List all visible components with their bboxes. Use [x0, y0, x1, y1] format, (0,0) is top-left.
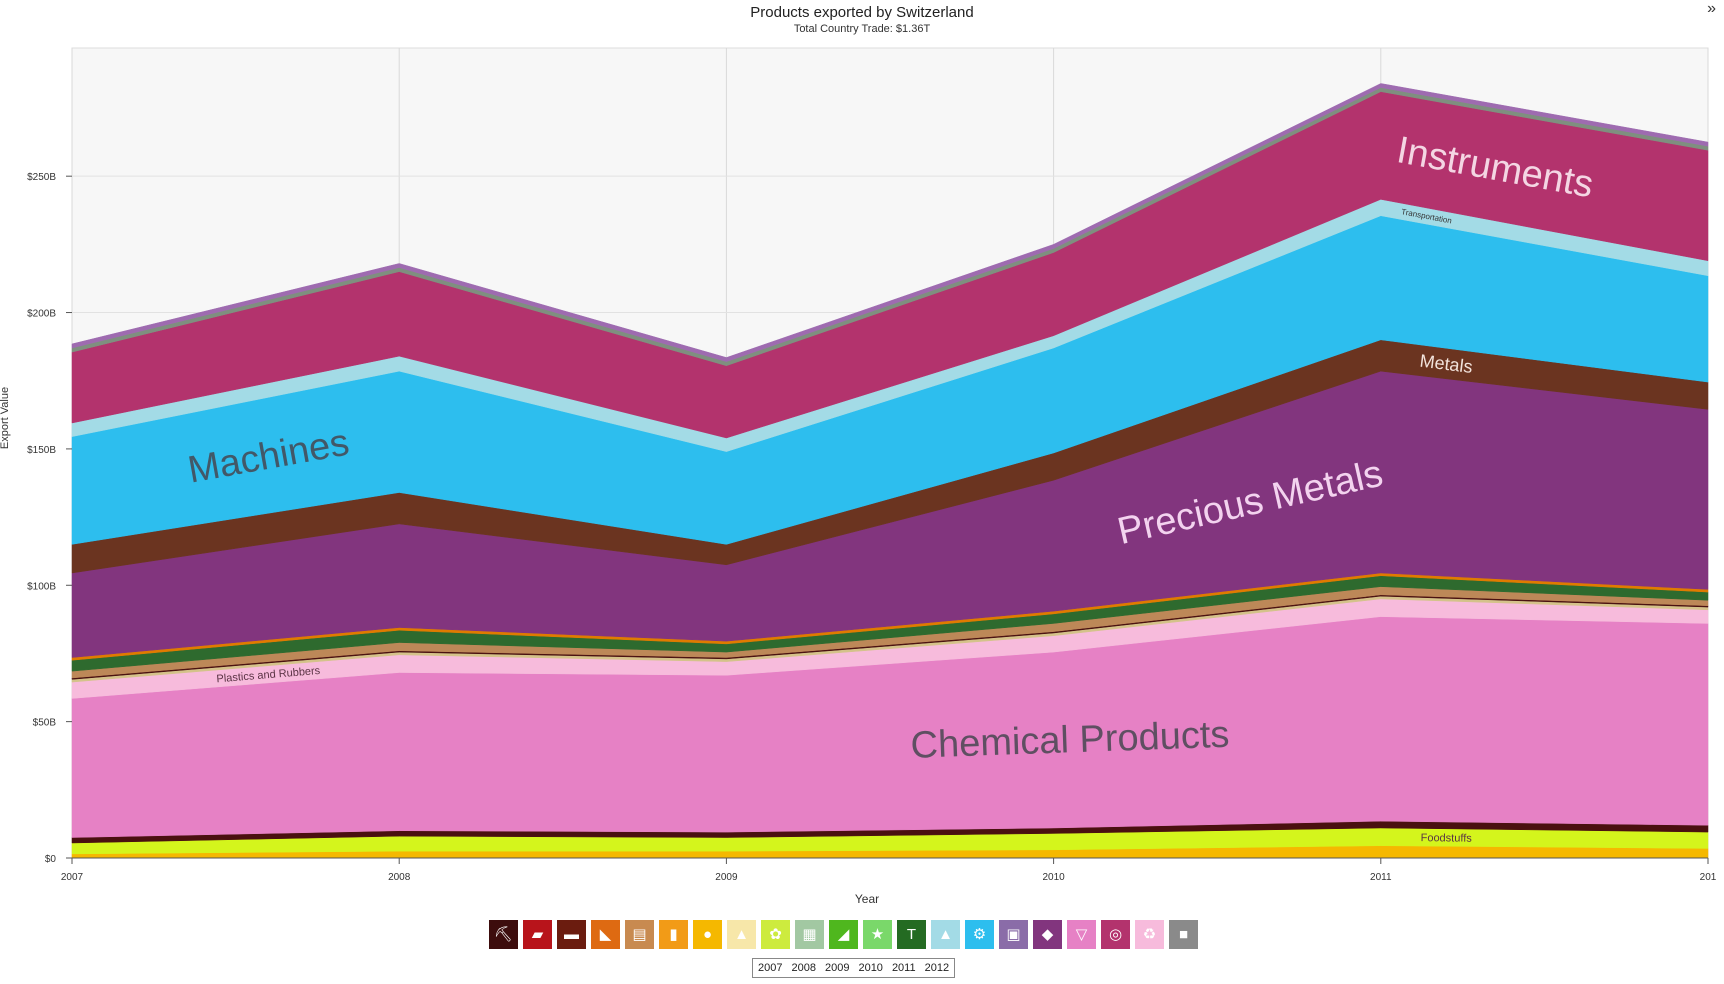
chart-subtitle: Total Country Trade: $1.36T	[793, 23, 931, 35]
areas	[71, 83, 1709, 859]
collapse-panel-icon[interactable]: »	[1707, 0, 1716, 17]
year-option-2011[interactable]: 2011	[891, 962, 916, 974]
x-tick-label: 2010	[1042, 872, 1065, 883]
year-option-2007[interactable]: 2007	[758, 962, 783, 974]
bottle-icon[interactable]: ▮	[659, 920, 688, 949]
x-tick-label: 2011	[1370, 872, 1392, 883]
diamond-icon[interactable]: ◆	[1033, 920, 1062, 949]
year-option-2010[interactable]: 2010	[858, 962, 883, 974]
y-axis-label: Export Value	[0, 387, 11, 449]
building-icon[interactable]: ▦	[795, 920, 824, 949]
cube-icon[interactable]: ■	[1169, 920, 1198, 949]
x-tick-label: 2007	[61, 872, 84, 883]
x-tick-label: 2009	[715, 872, 738, 883]
chart-title: Products exported by Switzerland	[750, 4, 974, 21]
year-option-2009[interactable]: 2009	[824, 962, 850, 974]
x-tick-label: 201	[1700, 872, 1717, 883]
area-series-band-16[interactable]	[71, 83, 1709, 362]
shoe-icon[interactable]: ◢	[829, 920, 858, 949]
cow-icon[interactable]: ▲	[727, 920, 756, 949]
year-option-2008[interactable]: 2008	[791, 962, 816, 974]
gears-icon[interactable]: ⚙	[965, 920, 994, 949]
y-tick-label: $50B	[33, 718, 57, 729]
x-axis-label: Year	[855, 892, 879, 906]
fruit-icon[interactable]: ●	[693, 920, 722, 949]
shirt-icon[interactable]: T	[897, 920, 926, 949]
frame-icon[interactable]: ▣	[999, 920, 1028, 949]
star-icon[interactable]: ★	[863, 920, 892, 949]
anvil-icon[interactable]: ▬	[557, 920, 586, 949]
category-legend: ⛏ ▰ ▬ ◣ ▤ ▮ ● ▲ ✿ ▦ ◢ ★ T ▲ ⚙ ▣ ◆ ▽ ◎ ♻ ■	[489, 920, 1198, 949]
dial-icon[interactable]: ◎	[1101, 920, 1130, 949]
y-tick-label: $150B	[27, 445, 56, 456]
y-tick-label: $0	[45, 854, 57, 865]
flask-icon[interactable]: ▽	[1067, 920, 1096, 949]
pickaxe-icon[interactable]: ⛏	[489, 920, 518, 949]
x-tick-label: 2008	[388, 872, 411, 883]
road-icon[interactable]: ▲	[931, 920, 960, 949]
y-tick-label: $200B	[27, 309, 56, 320]
wheat-icon[interactable]: ✿	[761, 920, 790, 949]
year-selector: 2007 2008 2009 2010 2011 2012	[752, 958, 956, 978]
ruler-icon[interactable]: ◣	[591, 920, 620, 949]
area-label-foodstuffs: Foodstuffs	[1421, 832, 1473, 845]
recycle-icon[interactable]: ♻	[1135, 920, 1164, 949]
axes: $0 $50B $100B $150B $200B $250B 2007 2008 2009 20…	[27, 172, 1717, 883]
y-tick-label: $250B	[27, 172, 56, 183]
bar-icon[interactable]: ▰	[523, 920, 552, 949]
y-tick-label: $100B	[27, 581, 56, 592]
scroll-icon[interactable]: ▤	[625, 920, 654, 949]
year-option-2012[interactable]: 2012	[924, 962, 950, 974]
